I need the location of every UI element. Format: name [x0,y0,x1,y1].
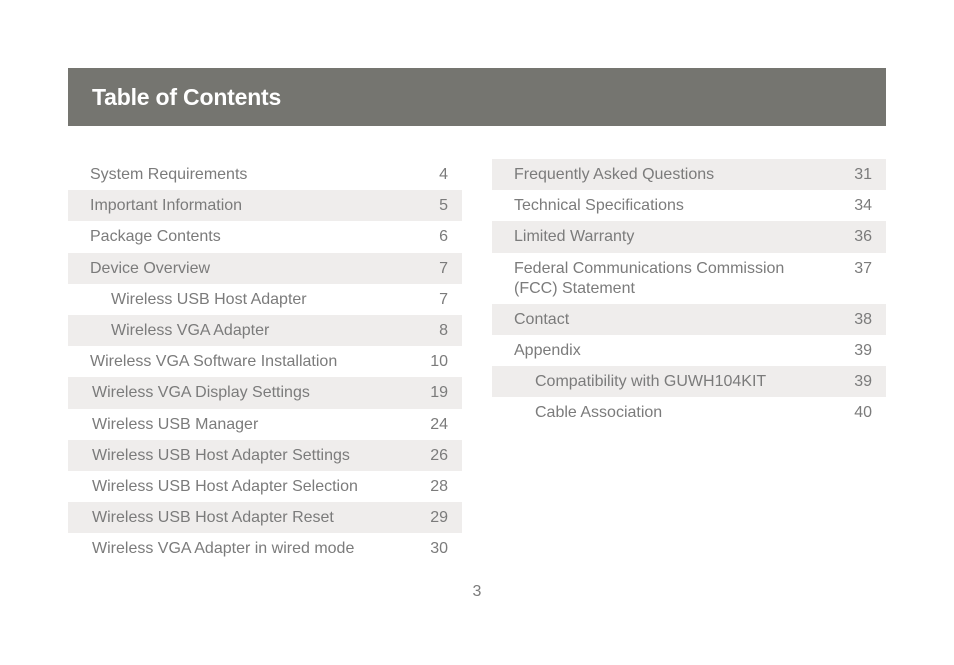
toc-entry[interactable]: System Requirements 4 [68,159,462,190]
toc-entry-title: Technical Specifications [514,197,684,215]
page-number: 3 [472,583,482,600]
toc-entry[interactable]: Package Contents 6 [68,221,462,252]
toc-entry-page: 30 [430,540,448,558]
toc-entry-page: 34 [854,197,872,215]
toc-entry[interactable]: Limited Warranty 36 [492,221,886,253]
toc-column-right: Frequently Asked Questions 31 Technical Sp… [492,159,886,428]
toc-entry-title: Contact [514,310,570,328]
toc-entry-page: 7 [439,290,448,308]
toc-entry-page: 39 [854,372,872,390]
toc-entry[interactable]: Wireless USB Host Adapter Settings 26 [68,439,462,471]
toc-entry[interactable]: Wireless USB Host Adapter 7 [68,284,462,315]
toc-entry-title: Important Information [90,197,243,215]
toc-entry-page: 7 [439,259,448,277]
toc-entry-title: Cable Association [535,404,663,422]
toc-entry-page: 5 [439,197,448,215]
toc-entry-title: Appendix [514,341,581,359]
toc-header: Table of Contents [68,68,886,126]
toc-column-left: System Requirements 4 Important Informatio… [68,159,462,564]
toc-entry[interactable]: Wireless USB Manager 24 [68,409,462,440]
toc-entry-title: Device Overview [90,259,211,277]
toc-entry-page: 29 [430,509,448,527]
toc-entry[interactable]: Wireless VGA Display Settings 19 [68,377,462,409]
toc-entry-title: Frequently Asked Questions [514,166,715,183]
toc-entry-title: Wireless VGA Adapter [111,321,270,339]
toc-entry-title: Package Contents [90,228,221,246]
toc-entry[interactable]: Contact 38 [492,303,886,335]
toc-entry-page: 31 [854,166,872,183]
toc-entry-page: 37 [854,259,872,277]
toc-entry-page: 26 [430,446,448,464]
toc-entry-title: Wireless VGA Adapter in wired mode [92,540,355,558]
toc-entry[interactable]: Wireless USB Host Adapter Reset 29 [68,502,462,534]
toc-entry-page: 6 [439,228,448,246]
toc-entry-page: 39 [854,341,872,359]
toc-entry-title: Wireless VGA Display Settings [92,384,310,402]
toc-entry-page: 8 [439,321,448,339]
toc-entry-title: Wireless USB Host Adapter [111,290,307,308]
toc-entry-page: 10 [430,353,448,371]
toc-entry[interactable]: Wireless VGA Adapter in wired mode 30 [68,533,462,564]
toc-entry-page: 19 [430,384,448,402]
toc-entry-title: System Requirements [90,166,248,183]
toc-entry[interactable]: Federal Communications Commission (FCC) … [492,253,886,304]
toc-entry[interactable]: Frequently Asked Questions 31 [492,159,886,191]
toc-entry-title: Compatibility with GUWH104KIT [535,372,767,390]
toc-entry[interactable]: Device Overview 7 [68,252,462,284]
toc-entry-title: Wireless USB Manager [92,415,259,433]
toc-entry[interactable]: Compatibility with GUWH104KIT 39 [492,365,886,398]
toc-entry-title: Wireless USB Host Adapter Reset [92,509,334,527]
toc-entry-title: Wireless USB Host Adapter Settings [92,446,350,464]
toc-entry-page: 24 [430,415,448,433]
toc-entry-title: Wireless USB Host Adapter Selection [92,477,358,495]
toc-entry[interactable]: Important Information 5 [68,190,462,222]
toc-entry-title: Limited Warranty [514,228,635,246]
page-title: Table of Contents [92,84,282,110]
toc-entry[interactable]: Wireless VGA Software Installation 10 [68,346,462,377]
toc-entry[interactable]: Wireless VGA Adapter 8 [68,314,462,347]
toc-entry[interactable]: Wireless USB Host Adapter Selection 28 [68,471,462,502]
toc-entry-page: 28 [430,477,448,495]
toc-entry[interactable]: Technical Specifications 34 [492,190,886,221]
toc-entry-title: Federal Communications Commission (FCC) … [514,259,785,297]
toc-entry[interactable]: Appendix 39 [492,335,886,366]
toc-entry-page: 36 [854,228,872,246]
toc-entry[interactable]: Cable Association 40 [492,397,886,428]
toc-entry-page: 38 [854,310,872,328]
toc-entry-page: 4 [439,166,448,183]
toc-entry-title: Wireless VGA Software Installation [90,353,338,371]
toc-entry-page: 40 [854,404,872,422]
